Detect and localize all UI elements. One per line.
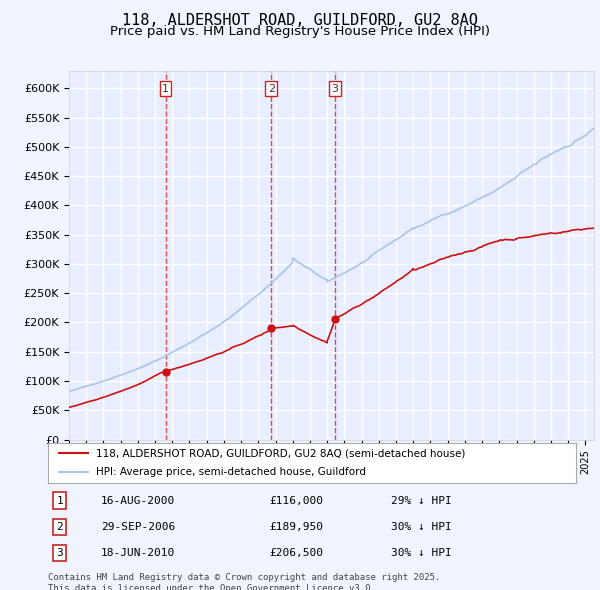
Text: 3: 3 [332,84,338,94]
Text: £189,950: £189,950 [270,522,324,532]
Text: 118, ALDERSHOT ROAD, GUILDFORD, GU2 8AQ (semi-detached house): 118, ALDERSHOT ROAD, GUILDFORD, GU2 8AQ … [95,448,465,458]
Text: Contains HM Land Registry data © Crown copyright and database right 2025.
This d: Contains HM Land Registry data © Crown c… [48,573,440,590]
Text: 16-AUG-2000: 16-AUG-2000 [101,496,175,506]
Text: 30% ↓ HPI: 30% ↓ HPI [391,522,452,532]
Text: 1: 1 [56,496,63,506]
Text: 1: 1 [162,84,169,94]
Text: 2: 2 [56,522,63,532]
Text: Price paid vs. HM Land Registry's House Price Index (HPI): Price paid vs. HM Land Registry's House … [110,25,490,38]
Text: 18-JUN-2010: 18-JUN-2010 [101,548,175,558]
Text: 3: 3 [56,548,63,558]
Text: 118, ALDERSHOT ROAD, GUILDFORD, GU2 8AQ: 118, ALDERSHOT ROAD, GUILDFORD, GU2 8AQ [122,13,478,28]
Text: HPI: Average price, semi-detached house, Guildford: HPI: Average price, semi-detached house,… [95,467,365,477]
Text: £206,500: £206,500 [270,548,324,558]
Text: £116,000: £116,000 [270,496,324,506]
Text: 29% ↓ HPI: 29% ↓ HPI [391,496,452,506]
Text: 29-SEP-2006: 29-SEP-2006 [101,522,175,532]
Text: 30% ↓ HPI: 30% ↓ HPI [391,548,452,558]
Text: 2: 2 [268,84,275,94]
